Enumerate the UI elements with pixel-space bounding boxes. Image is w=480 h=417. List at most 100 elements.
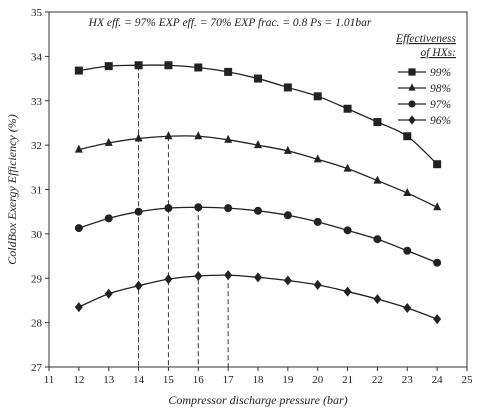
x-tick-label: 23 bbox=[402, 374, 414, 386]
x-tick-label: 21 bbox=[342, 374, 353, 386]
data-point bbox=[224, 270, 233, 281]
data-point bbox=[313, 217, 322, 226]
data-point bbox=[104, 214, 113, 223]
x-axis-title: Compressor discharge pressure (bar) bbox=[168, 393, 347, 407]
data-point bbox=[74, 66, 83, 75]
x-tick-label: 14 bbox=[133, 374, 145, 386]
data-point bbox=[433, 314, 442, 325]
x-tick-label: 11 bbox=[44, 374, 55, 386]
x-tick-label: 24 bbox=[432, 374, 444, 386]
data-point bbox=[343, 286, 352, 297]
data-point bbox=[283, 145, 292, 154]
data-point bbox=[134, 133, 143, 142]
data-point bbox=[343, 104, 352, 113]
data-point bbox=[313, 154, 322, 163]
data-point bbox=[224, 204, 233, 213]
data-point bbox=[194, 271, 203, 282]
data-point bbox=[134, 207, 143, 216]
data-point bbox=[194, 131, 203, 140]
legend-marker bbox=[408, 100, 416, 108]
data-point bbox=[403, 132, 412, 141]
data-point bbox=[254, 206, 262, 215]
data-point bbox=[74, 302, 83, 313]
legend-title-line2: of HXs: bbox=[421, 47, 456, 59]
legend-marker bbox=[408, 68, 416, 76]
data-point bbox=[343, 226, 352, 235]
series-97pct bbox=[74, 203, 442, 267]
data-point bbox=[373, 118, 382, 127]
data-point bbox=[373, 235, 382, 244]
data-point bbox=[373, 294, 382, 305]
data-point bbox=[194, 63, 203, 72]
y-tick-label: 33 bbox=[31, 96, 43, 108]
x-tick-label: 17 bbox=[223, 374, 235, 386]
series-group bbox=[74, 61, 442, 325]
data-point bbox=[254, 140, 262, 149]
legend-entry-label: 96% bbox=[430, 115, 451, 127]
data-point bbox=[104, 288, 113, 299]
data-point bbox=[283, 211, 292, 220]
guide-lines bbox=[138, 65, 229, 367]
x-tick-label: 13 bbox=[103, 374, 115, 386]
legend-entry-label: 97% bbox=[430, 99, 451, 111]
x-tick-label: 15 bbox=[163, 374, 175, 386]
data-point bbox=[134, 61, 143, 70]
data-point bbox=[164, 274, 173, 285]
data-point bbox=[373, 175, 382, 184]
y-tick-label: 28 bbox=[31, 318, 43, 330]
data-point bbox=[313, 92, 322, 101]
x-tick-label: 19 bbox=[282, 374, 294, 386]
legend: Effectiveness of HXs: 99% 98% 97% 96% bbox=[395, 33, 457, 127]
y-axis-title: ColdBox Exergy Efficiency (%) bbox=[5, 114, 19, 265]
parameter-annotation: HX eff. = 97% EXP eff. = 70% EXP frac. =… bbox=[88, 17, 372, 29]
x-tick-label: 20 bbox=[312, 374, 324, 386]
series-line bbox=[78, 206, 438, 264]
data-point bbox=[104, 62, 113, 71]
legend-title-line1: Effectiveness bbox=[395, 33, 457, 45]
x-tick-label: 12 bbox=[73, 374, 84, 386]
y-tick-label: 27 bbox=[31, 362, 43, 374]
x-tick-label: 16 bbox=[193, 374, 205, 386]
legend-entry-label: 98% bbox=[430, 83, 451, 95]
y-tick-label: 29 bbox=[31, 273, 43, 285]
data-point bbox=[403, 188, 412, 197]
data-point bbox=[313, 279, 322, 290]
series-99pct bbox=[74, 61, 442, 169]
series-96pct bbox=[74, 270, 442, 325]
data-point bbox=[224, 67, 233, 76]
data-point bbox=[74, 144, 83, 153]
legend-marker bbox=[408, 83, 416, 91]
data-point bbox=[343, 163, 352, 172]
x-tick-label: 25 bbox=[462, 374, 474, 386]
data-point bbox=[283, 275, 292, 286]
y-tick-label: 30 bbox=[31, 229, 43, 241]
data-point bbox=[134, 280, 143, 291]
data-point bbox=[224, 134, 233, 143]
y-tick-label: 35 bbox=[31, 7, 43, 19]
y-tick-label: 31 bbox=[31, 185, 42, 197]
data-point bbox=[164, 204, 173, 213]
y-tick-label: 32 bbox=[31, 140, 42, 152]
data-point bbox=[194, 203, 203, 212]
data-point bbox=[164, 61, 173, 70]
data-point bbox=[403, 246, 412, 255]
data-point bbox=[403, 302, 412, 313]
x-tick-label: 22 bbox=[372, 374, 383, 386]
legend-entry-label: 99% bbox=[430, 67, 451, 79]
data-point bbox=[433, 258, 442, 267]
x-tick-label: 18 bbox=[253, 374, 265, 386]
data-point bbox=[104, 137, 113, 146]
series-98pct bbox=[74, 131, 442, 211]
data-point bbox=[164, 131, 173, 140]
data-point bbox=[74, 224, 83, 233]
y-tick-label: 34 bbox=[31, 51, 43, 63]
data-point bbox=[433, 202, 442, 211]
data-point bbox=[433, 160, 442, 169]
data-point bbox=[254, 272, 262, 283]
data-point bbox=[254, 74, 262, 83]
axes: 11 12 13 14 15 16 17 18 19 20 21 22 23 24 25 27 28 29 30 31… bbox=[31, 7, 473, 386]
legend-marker bbox=[408, 115, 416, 125]
data-point bbox=[283, 83, 292, 92]
